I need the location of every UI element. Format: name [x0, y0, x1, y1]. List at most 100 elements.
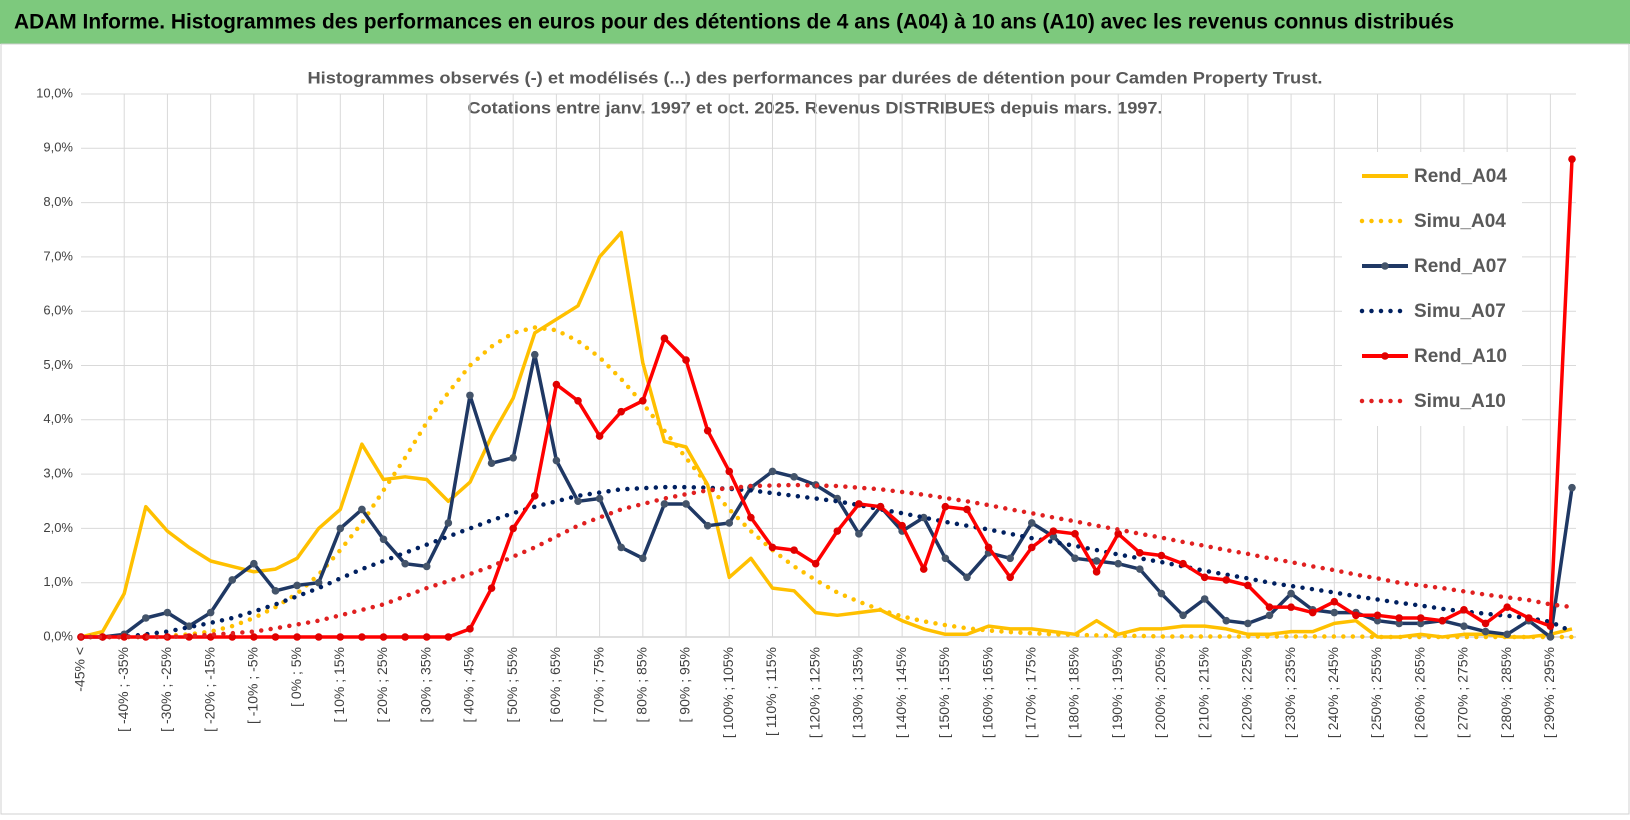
- x-tick-label: [ 180% ; 185%: [1066, 647, 1082, 738]
- point: [1308, 608, 1317, 617]
- x-tick-label: [ 290% ; 295%: [1541, 647, 1557, 738]
- point: [1114, 559, 1123, 568]
- point: [1287, 603, 1295, 611]
- series-line: [81, 159, 1574, 639]
- point: [768, 543, 777, 552]
- point: [466, 625, 474, 633]
- point: [1114, 530, 1123, 538]
- point: [1049, 527, 1058, 535]
- point: [963, 573, 971, 582]
- point: [919, 513, 928, 522]
- x-tick-label: [ 20% ; 25%: [374, 647, 390, 723]
- x-tick-label: [ -20% ; -15%: [201, 647, 217, 732]
- point: [444, 633, 453, 641]
- x-tick-label: [ 190% ; 195%: [1109, 647, 1125, 738]
- point: [617, 543, 626, 552]
- y-tick-label: 3,0%: [43, 466, 73, 481]
- point: [422, 562, 431, 571]
- point: [1416, 614, 1425, 622]
- point: [855, 500, 863, 508]
- point: [1027, 519, 1036, 527]
- y-tick-label: 6,0%: [43, 303, 73, 318]
- y-tick-label: 8,0%: [43, 194, 73, 209]
- point: [1071, 530, 1079, 538]
- point: [358, 633, 366, 641]
- chart-title: Histogrammes observés (-) et modélisés (…: [308, 68, 1323, 87]
- chart-frame: [0, 43, 1630, 815]
- y-tick-label: 5,0%: [43, 357, 73, 372]
- header-bar: [0, 0, 1630, 44]
- point: [682, 500, 690, 508]
- point: [1027, 543, 1036, 552]
- point: [401, 559, 409, 568]
- point: [1092, 557, 1101, 565]
- legend-label: Simu_A07: [1414, 301, 1506, 322]
- point: [660, 334, 669, 343]
- x-tick-label: [ 80% ; 85%: [634, 647, 650, 723]
- x-tick-label: [ 30% ; 35%: [417, 647, 433, 723]
- x-tick-label: [ 40% ; 45%: [461, 647, 477, 723]
- series-line: [78, 325, 1575, 640]
- x-tick-label: [ 70% ; 75%: [590, 647, 606, 723]
- x-tick-label: [ 10% ; 15%: [331, 647, 347, 723]
- y-tick-label: 1,0%: [43, 574, 73, 589]
- point: [1157, 589, 1166, 598]
- point: [984, 543, 993, 552]
- point: [1265, 611, 1274, 620]
- point: [228, 576, 237, 584]
- point: [1568, 483, 1576, 492]
- point: [790, 473, 798, 481]
- point: [336, 524, 345, 533]
- point: [595, 494, 604, 503]
- point: [1330, 608, 1339, 617]
- point: [1395, 619, 1403, 628]
- plot: [77, 155, 1576, 641]
- point: [1373, 616, 1382, 625]
- point: [1460, 622, 1468, 630]
- chart-subtitle: Cotations entre janv. 1997 et oct. 2025.…: [468, 98, 1163, 117]
- y-tick-label: 9,0%: [43, 140, 73, 155]
- point: [833, 527, 842, 535]
- point: [1481, 619, 1490, 628]
- point: [1179, 611, 1187, 620]
- point: [963, 505, 971, 514]
- point: [898, 521, 906, 530]
- x-tick-label: [ 120% ; 125%: [806, 647, 822, 738]
- point: [293, 633, 301, 641]
- point: [142, 614, 150, 622]
- point: [1222, 576, 1231, 584]
- point: [725, 467, 734, 476]
- point: [1222, 616, 1231, 625]
- series-line: [81, 352, 1574, 639]
- point: [552, 380, 561, 389]
- x-tick-label: [ 210% ; 215%: [1195, 647, 1211, 738]
- x-tick-label: -45% <: [72, 647, 88, 692]
- x-tick-label: [ 160% ; 165%: [979, 647, 995, 738]
- legend-box: [1342, 152, 1522, 426]
- point: [595, 432, 604, 440]
- point: [487, 584, 496, 592]
- point: [1568, 155, 1576, 163]
- x-tick-label: [ 100% ; 105%: [720, 647, 736, 738]
- point: [941, 502, 950, 511]
- point: [941, 554, 950, 563]
- grid: 0,0% 1,0% 2,0% 3,0% 4,0% 5,0% 6,0% 7,0% 8,0% 9,0%…: [36, 85, 1576, 738]
- point: [1071, 554, 1079, 563]
- point: [206, 608, 215, 617]
- point: [1006, 554, 1014, 563]
- legend: Rend_A04 Simu_A04 Rend_A07 Simu_A07 Rend_A10…: [1342, 152, 1522, 426]
- point: [379, 633, 388, 641]
- point: [1395, 614, 1403, 622]
- point: [1546, 622, 1555, 630]
- legend-label: Simu_A10: [1414, 391, 1506, 412]
- x-tick-label: [ 140% ; 145%: [893, 647, 909, 738]
- point: [271, 587, 280, 595]
- x-tick-label: [ 230% ; 235%: [1282, 647, 1298, 738]
- point: [811, 559, 820, 568]
- legend-label: Rend_A07: [1414, 256, 1507, 277]
- point: [660, 500, 669, 508]
- x-tick-label: [ -10% ; -5%: [245, 647, 261, 724]
- point: [855, 530, 863, 538]
- point: [1092, 568, 1101, 576]
- point: [1460, 606, 1468, 614]
